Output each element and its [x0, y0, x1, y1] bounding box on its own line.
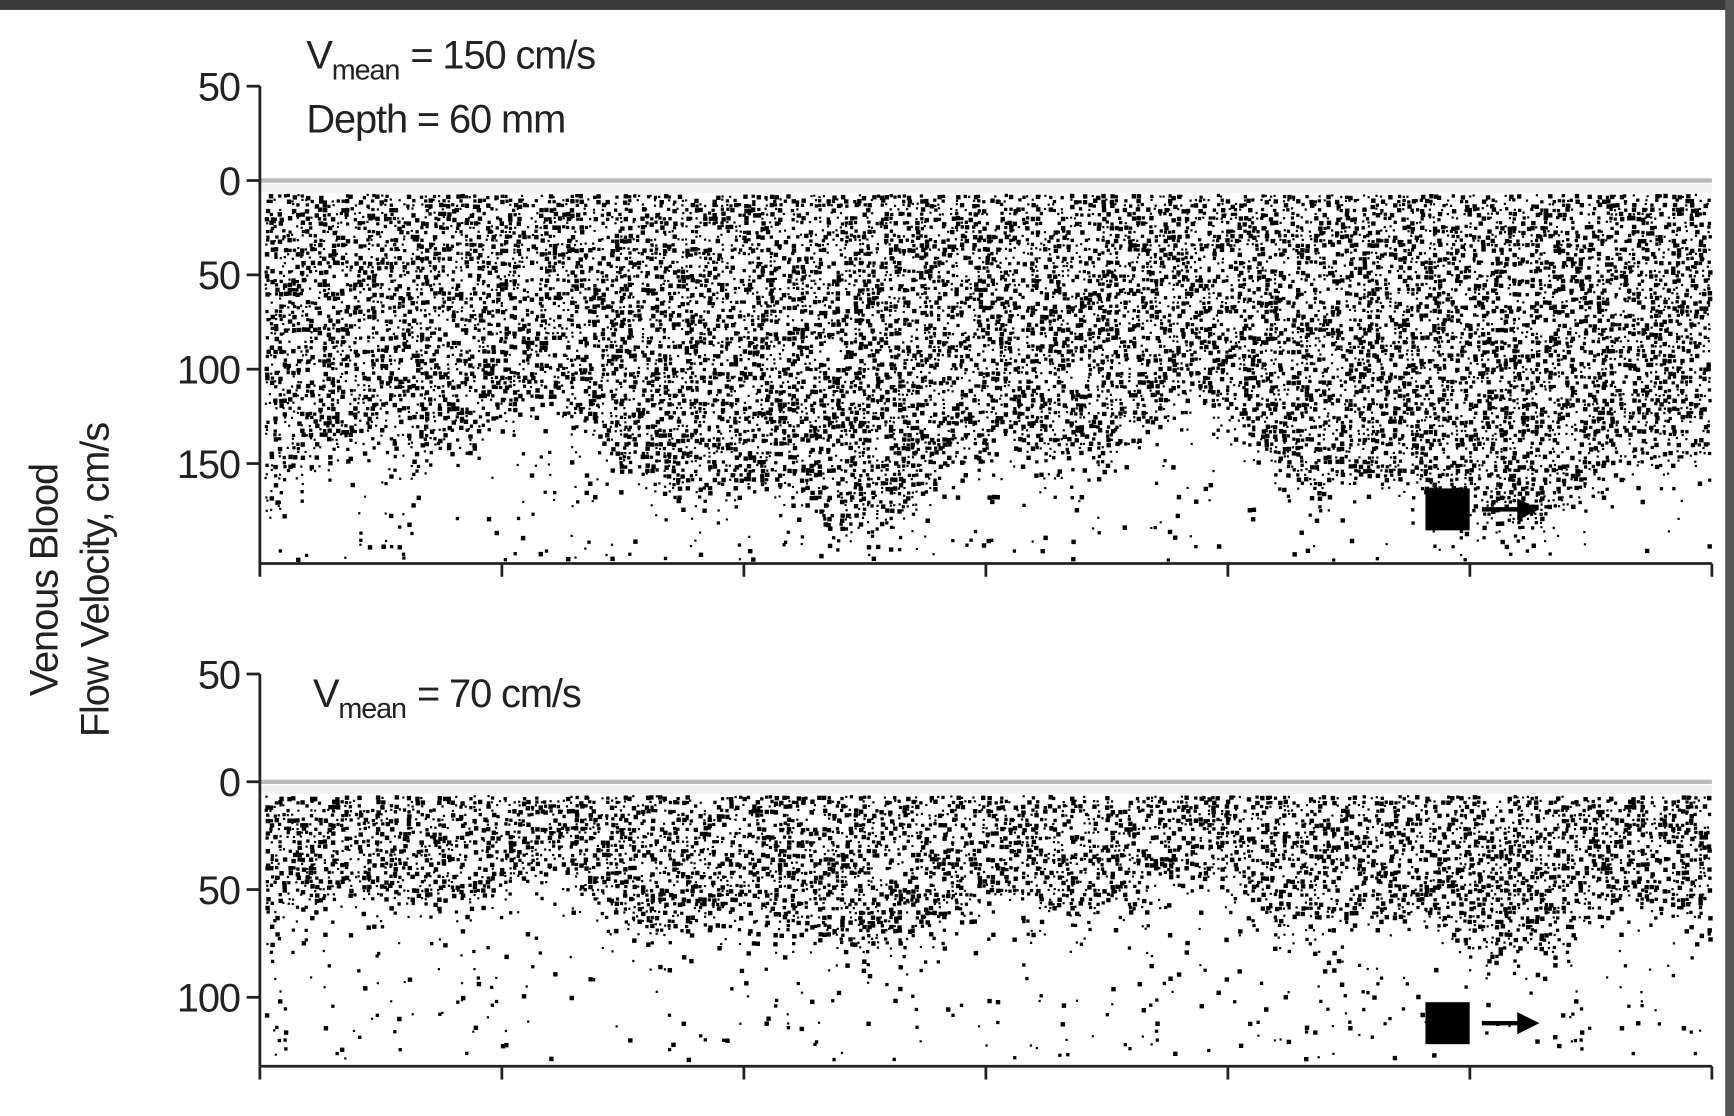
- right-border: [1725, 0, 1734, 1116]
- y-tick-label: 100: [177, 977, 240, 1021]
- y-tick-label: 100: [177, 349, 240, 393]
- y-tick-label: 0: [219, 761, 240, 805]
- y-tick-label: 150: [177, 443, 240, 487]
- y-axis-title-line: Flow Velocity, cm/s: [73, 423, 117, 737]
- y-tick-label: 50: [198, 254, 240, 298]
- y-tick-label: 50: [198, 869, 240, 913]
- annotation-symbol: V: [313, 672, 340, 716]
- zero-band: [259, 785, 1712, 794]
- panel: 50 0 50 100 150 Vmean = 150 cm/s Depth = 60 mm: [177, 34, 1714, 577]
- direction-icon: [1425, 1002, 1540, 1045]
- y-axis-title-line: Venous Blood: [22, 464, 66, 696]
- annotation-symbol: V: [306, 34, 333, 78]
- annotation: Vmean = 70 cm/s: [313, 672, 581, 725]
- spectrogram-speckle: [264, 795, 1713, 1063]
- y-axis-title: Venous Blood Flow Velocity, cm/s: [22, 423, 117, 737]
- zero-band: [259, 183, 1712, 193]
- spectrogram-speckle: [264, 193, 1713, 563]
- y-tick-label: 0: [219, 160, 240, 204]
- top-border: [0, 0, 1734, 10]
- annotation-text: Depth = 60 mm: [306, 98, 565, 142]
- annotation: Vmean = 150 cm/s: [306, 34, 595, 87]
- annotation: Depth = 60 mm: [306, 98, 565, 142]
- panel: 50 0 50 100 Vmean = 70 cm/s: [177, 653, 1714, 1080]
- annotation-text: = 150 cm/s: [410, 34, 595, 78]
- y-tick-label: 50: [198, 66, 240, 110]
- annotation-text: = 70 cm/s: [417, 672, 581, 716]
- annotation-subscript: mean: [332, 55, 400, 87]
- annotation-subscript: mean: [338, 693, 406, 725]
- y-tick-label: 50: [198, 653, 240, 697]
